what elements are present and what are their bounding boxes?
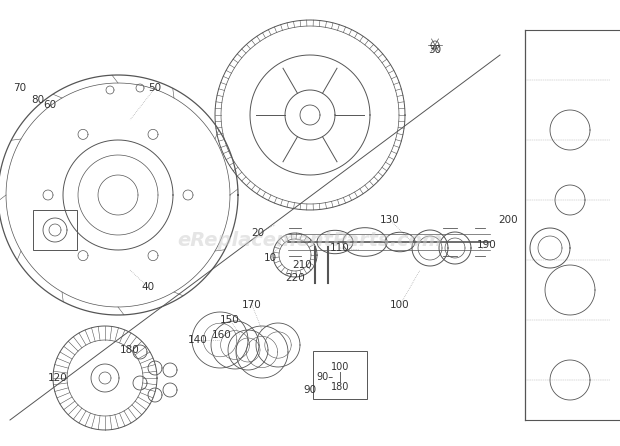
Text: 10: 10: [264, 253, 277, 263]
Text: eReplacementParts.com: eReplacementParts.com: [177, 231, 443, 249]
Text: 100: 100: [390, 300, 410, 310]
Text: 110: 110: [330, 243, 350, 253]
Text: 100: 100: [331, 362, 349, 372]
Text: |: |: [339, 372, 342, 382]
Text: 190: 190: [477, 240, 497, 250]
Text: 30: 30: [428, 45, 441, 55]
Text: 170: 170: [242, 300, 262, 310]
Text: 150: 150: [220, 315, 240, 325]
Text: 200: 200: [498, 215, 518, 225]
Text: 90: 90: [303, 385, 317, 395]
Text: 220: 220: [285, 273, 305, 283]
Text: 120: 120: [48, 373, 68, 383]
Text: 180: 180: [331, 382, 349, 392]
Text: 80: 80: [32, 95, 45, 105]
Text: 160: 160: [212, 330, 232, 340]
Text: 20: 20: [252, 228, 265, 238]
Text: 140: 140: [188, 335, 208, 345]
Text: 40: 40: [141, 282, 154, 292]
Text: 50: 50: [148, 83, 162, 93]
Text: 90–: 90–: [316, 372, 334, 382]
Text: 210: 210: [292, 260, 312, 270]
Text: 130: 130: [380, 215, 400, 225]
Text: 60: 60: [43, 100, 56, 110]
Text: 70: 70: [14, 83, 27, 93]
Text: 180: 180: [120, 345, 140, 355]
Bar: [33, 210, 77, 250]
